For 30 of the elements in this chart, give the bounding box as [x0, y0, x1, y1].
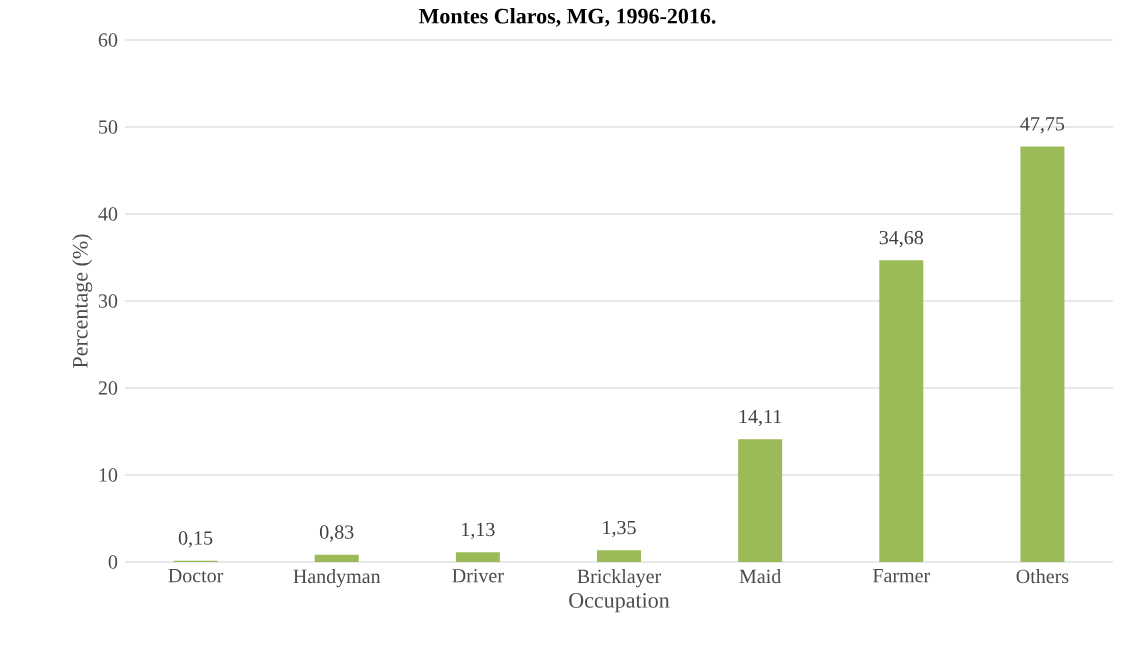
- bar: [314, 554, 359, 562]
- x-tick-label: Doctor: [168, 569, 224, 583]
- data-label: 0,15: [178, 531, 213, 548]
- chart-title: Montes Claros, MG, 1996-2016.: [418, 8, 716, 27]
- data-label: 34,68: [879, 230, 924, 248]
- y-tick-label: 10: [99, 468, 118, 482]
- x-tick-label: Handyman: [293, 569, 381, 588]
- bar: [597, 550, 641, 562]
- bar: [1020, 146, 1065, 562]
- y-tick-label: 50: [99, 120, 118, 134]
- x-tick-label: Bricklayer: [577, 569, 662, 588]
- bar: [455, 552, 500, 562]
- data-label: 1,35: [603, 520, 636, 538]
- x-axis-title: Occupation: [569, 593, 670, 613]
- x-tick-label: Farmer: [872, 569, 930, 583]
- y-tick-label: 60: [98, 33, 118, 47]
- y-axis-title: Percentage (%): [72, 234, 93, 368]
- bar: [879, 260, 924, 562]
- y-tick-label: 20: [98, 381, 118, 395]
- x-tick-label: Others: [1016, 569, 1069, 584]
- data-label: 1,13: [462, 522, 495, 540]
- data-label: 47,75: [1020, 117, 1065, 134]
- x-tick-label: Maid: [739, 569, 782, 584]
- x-tick-label: Driver: [452, 569, 504, 583]
- data-label: 14,11: [739, 409, 782, 427]
- y-tick-label: 30: [98, 294, 118, 308]
- data-label: 0,83: [319, 525, 354, 542]
- y-tick-label: 0: [108, 555, 118, 569]
- bar: [738, 439, 783, 562]
- y-tick-label: 40: [98, 207, 118, 221]
